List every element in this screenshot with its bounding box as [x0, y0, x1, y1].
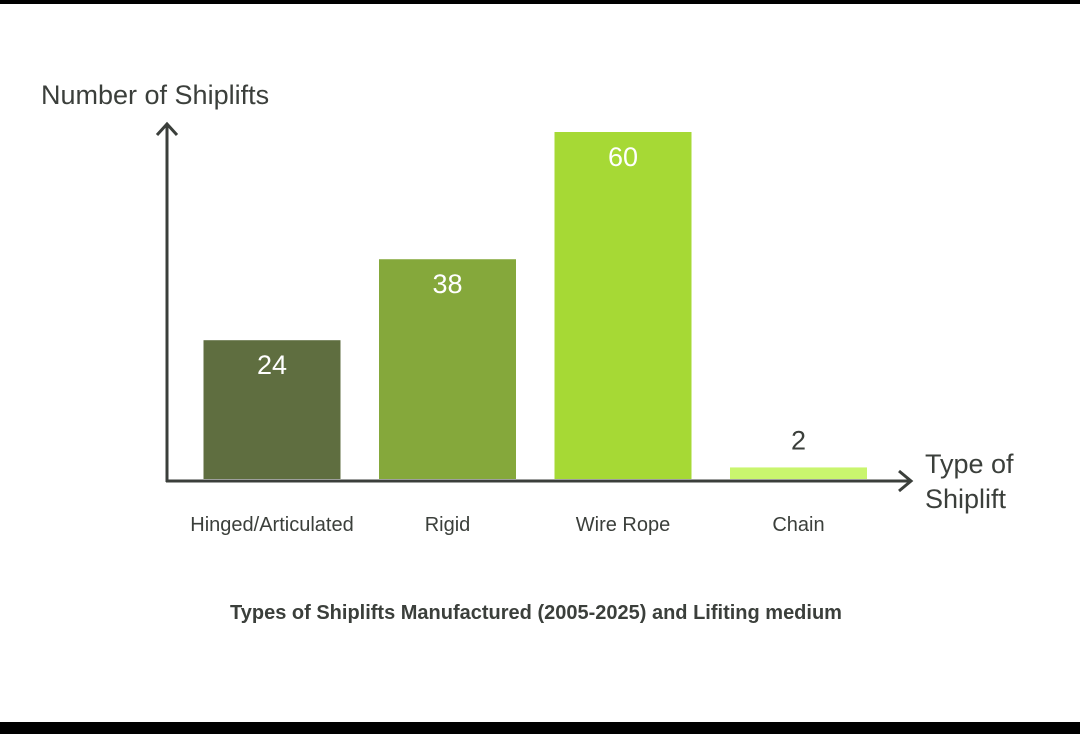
y-axis-title: Number of Shiplifts	[41, 80, 269, 110]
bars-group	[203, 132, 867, 479]
value-label: 60	[608, 142, 638, 172]
x-axis-arrow-icon	[898, 469, 914, 493]
value-label: 24	[257, 350, 287, 380]
bar-rigid	[379, 259, 516, 479]
category-label: Rigid	[425, 514, 471, 536]
category-label: Chain	[772, 514, 824, 536]
bar-chart: Number of Shiplifts 24 38 60 2 Hinged/Artic…	[41, 80, 1014, 624]
category-label: Wire Rope	[576, 514, 670, 536]
x-axis-title-line2: Shiplift	[925, 484, 1007, 514]
category-label: Hinged/Articulated	[190, 514, 353, 536]
value-label: 2	[791, 425, 806, 455]
x-axis-title-line1: Type of	[925, 449, 1014, 479]
value-label: 38	[432, 269, 462, 299]
chart-title: Types of Shiplifts Manufactured (2005-20…	[230, 602, 842, 624]
bar-chain	[730, 467, 867, 479]
category-labels-group: Hinged/Articulated Rigid Wire Rope Chain	[190, 514, 824, 536]
bar-wire-rope	[554, 132, 692, 479]
value-labels-group: 24 38 60 2	[257, 142, 806, 455]
bar-hinged-articulated	[203, 340, 341, 479]
y-axis-arrow-icon	[155, 121, 179, 137]
